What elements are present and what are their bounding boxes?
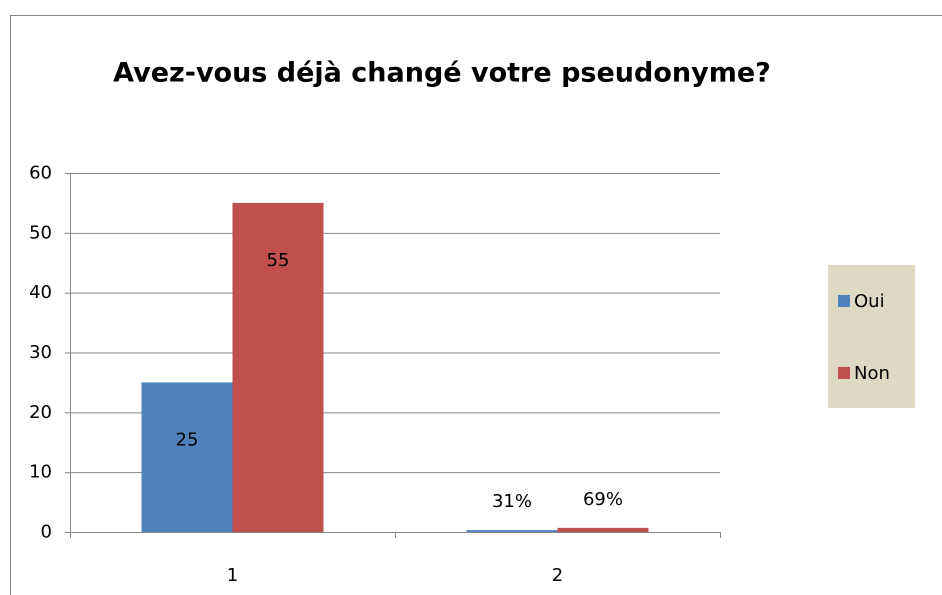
- bar: [466, 530, 558, 532]
- y-tick-label: 20: [29, 402, 52, 423]
- legend-swatch: [838, 295, 850, 307]
- y-tick-label: 50: [29, 222, 52, 243]
- legend-label: Oui: [854, 291, 885, 312]
- y-tick-label: 60: [29, 163, 52, 184]
- x-tick-label: 2: [552, 565, 563, 586]
- legend-swatch: [838, 367, 850, 379]
- data-label: 25: [176, 429, 199, 450]
- bar: [232, 202, 324, 532]
- y-tick-label: 0: [41, 522, 52, 543]
- data-label: 31%: [492, 491, 532, 512]
- bar: [557, 527, 649, 532]
- x-tick-label: 1: [227, 565, 238, 586]
- legend-box: [828, 265, 915, 408]
- bar: [141, 382, 233, 532]
- chart-title: Avez-vous déjà changé votre pseudonyme?: [113, 58, 771, 89]
- data-label: 55: [267, 250, 290, 271]
- data-label: 69%: [583, 489, 623, 510]
- y-tick-label: 30: [29, 342, 52, 363]
- legend-label: Non: [854, 363, 890, 384]
- y-tick-label: 10: [29, 462, 52, 483]
- y-tick-label: 40: [29, 282, 52, 303]
